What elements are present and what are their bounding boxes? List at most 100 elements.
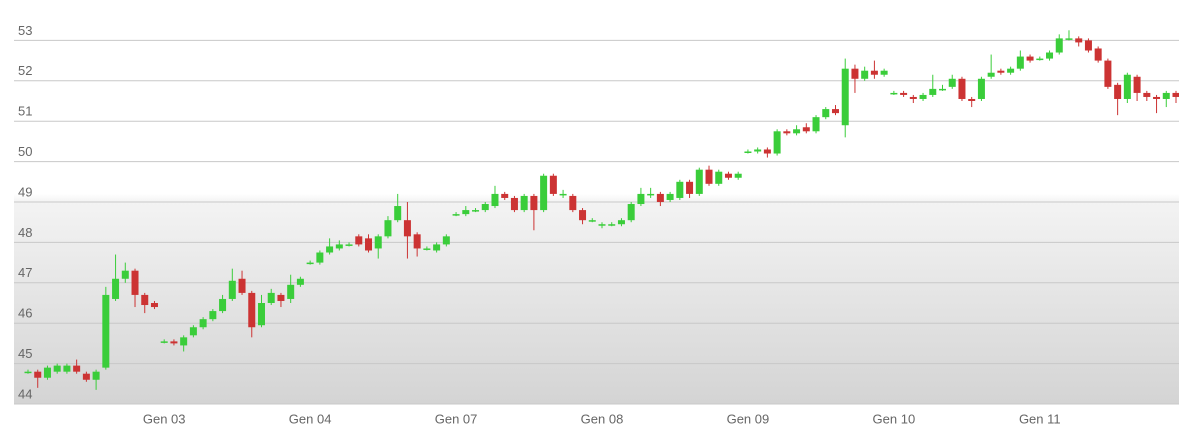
candle-body [141,294,149,306]
candle-body [199,319,207,328]
candle-body [209,311,217,320]
candle-body [150,303,158,308]
candle-body [870,70,878,75]
candle-body [666,193,674,200]
candle-body [647,193,655,196]
candle-body [355,236,363,245]
y-tick-label: 50 [18,144,32,159]
x-tick-label: Gen 10 [873,411,916,426]
candle-body [734,173,742,178]
candle-body [861,70,869,79]
candle-body [783,131,791,134]
y-tick-label: 49 [18,184,32,199]
candle-body [715,171,723,184]
candle-body [501,193,509,198]
candle-body [1036,58,1044,61]
candle-body [267,292,275,303]
candle-body [656,193,664,202]
candle-body [326,246,334,253]
candle-body [403,220,411,237]
candle-body [63,365,71,372]
candle-body [1016,56,1024,69]
candle-body [160,341,168,343]
candle-body [948,78,956,87]
candle-body [491,193,499,207]
candle-body [588,220,596,222]
x-tick-label: Gen 07 [435,411,478,426]
candle-body [394,206,402,221]
candle-body [676,181,684,198]
candle-body [423,248,431,250]
candle-body [287,284,295,299]
candle-body [462,210,470,215]
candle-body [958,78,966,99]
candle-body [296,278,304,285]
candle-body [481,204,489,211]
candle-body [977,78,985,99]
candle-body [43,367,51,378]
candle-body [1143,92,1151,97]
candle-body [997,70,1005,73]
candle-body [1133,76,1141,93]
candle-body [637,193,645,205]
candle-body [1026,56,1034,61]
candle-body [569,195,577,211]
candle-body [277,294,285,301]
candle-body [170,341,178,344]
candle-body [1153,96,1161,99]
candle-body [579,210,587,221]
candle-body [540,175,548,211]
candle-body [257,303,265,326]
candle-body [238,278,246,293]
candle-body [695,169,703,194]
candle-body [1162,92,1170,99]
candle-body [82,373,90,380]
candle-body [530,195,538,211]
candle-body [754,149,762,152]
y-tick-label: 52 [18,63,32,78]
candle-body [121,270,129,279]
candle-body [345,244,353,246]
candle-body [627,204,635,221]
candle-body [335,244,343,249]
candle-body [909,96,917,99]
candle-body [1114,84,1122,99]
candle-body [608,224,616,226]
x-tick-label: Gen 11 [1019,411,1061,426]
candle-body [822,109,830,118]
candle-body [559,193,567,196]
candle-body [968,98,976,101]
candle-body [1084,40,1092,51]
candle-body [724,173,732,178]
x-tick-label: Gen 09 [727,411,770,426]
candle-body [413,234,421,249]
candle-body [433,244,441,251]
candle-body [1075,38,1083,43]
candle-body [374,236,382,249]
y-tick-label: 47 [18,265,32,280]
candle-body [919,94,927,99]
candle-body [510,197,518,211]
x-tick-label: Gen 03 [143,411,186,426]
candle-body [880,70,888,75]
candle-body [316,252,324,263]
candle-body [617,220,625,225]
candle-body [520,195,528,211]
candle-body [705,169,713,184]
candle-body [802,127,810,132]
candle-body [1104,60,1112,87]
candle-body [939,88,947,91]
candle-body [763,149,771,154]
candle-body [793,129,801,134]
candle-body [452,214,460,216]
candle-body [851,68,859,79]
candle-body [92,371,100,380]
candle-body [472,210,480,212]
candle-body [744,151,752,153]
candle-body [1007,68,1015,73]
candle-body [189,327,197,336]
candle-body [1065,38,1073,40]
candle-body [773,131,781,154]
candle-body [890,92,898,95]
